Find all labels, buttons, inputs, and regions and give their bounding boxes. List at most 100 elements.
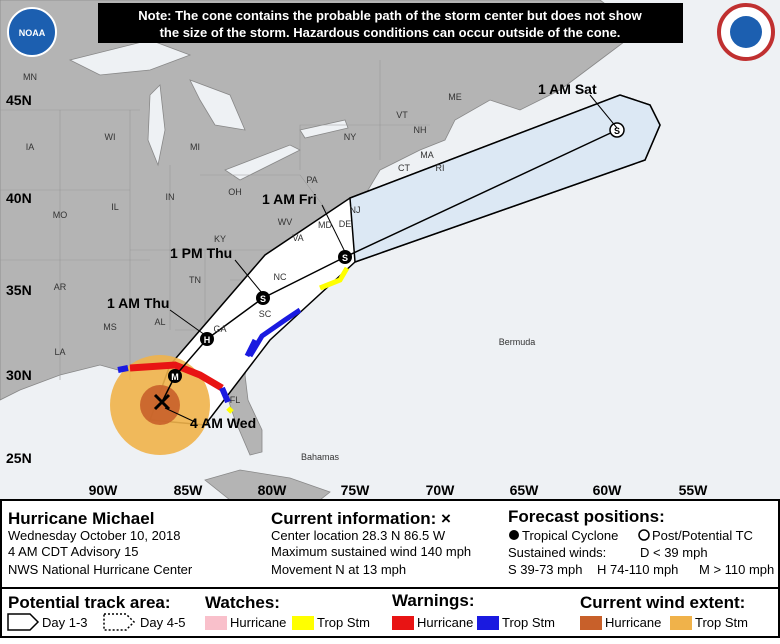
post-symbol	[638, 529, 650, 541]
note: the size of the storm. Hazardous conditi…	[160, 25, 621, 40]
trop-storm-warning	[117, 365, 231, 404]
state-label: MA	[420, 150, 434, 160]
state-label: WV	[278, 217, 293, 227]
wind-class: M > 110 mph	[699, 562, 774, 577]
state-label: IN	[166, 192, 175, 202]
lat-label: 25N	[6, 450, 32, 466]
lon-label: 75W	[341, 482, 371, 498]
leader	[234, 259, 263, 294]
leader	[321, 204, 346, 253]
warn-hurricane-swatch	[392, 616, 414, 630]
watch-ts-swatch	[292, 616, 314, 630]
lon-label: 70W	[426, 482, 456, 498]
state-label: WI	[105, 132, 116, 142]
tc-symbol	[509, 530, 519, 540]
track-title: Potential track area:	[8, 593, 171, 612]
lon-label: 65W	[510, 482, 540, 498]
point-label: S	[260, 294, 266, 304]
lon-label: 80W	[258, 482, 288, 498]
lon-label: 55W	[679, 482, 709, 498]
lat-label: 40N	[6, 190, 32, 206]
state-label: SC	[259, 309, 272, 319]
point-marker	[609, 122, 625, 138]
state-label: AL	[154, 317, 165, 327]
trop-storm-warning	[244, 307, 302, 358]
storm-advisory: 4 AM CDT Advisory 15	[8, 544, 139, 559]
wind-ts-swatch	[670, 616, 692, 630]
note-box	[98, 3, 683, 43]
day13: Day 1-3	[42, 615, 88, 630]
forecast-time: 4 AM Wed	[190, 415, 256, 431]
lat-label: 35N	[6, 282, 32, 298]
point-marker	[338, 250, 352, 264]
watch-ts: Trop Stm	[317, 615, 370, 630]
lat-label: 30N	[6, 367, 32, 383]
place-label: Bermuda	[499, 337, 536, 347]
trop-storm-watch	[226, 266, 350, 414]
noaa-logo	[7, 7, 57, 57]
forecast-title: Forecast positions:	[508, 507, 665, 526]
state-label: NH	[414, 125, 427, 135]
forecast-time: 1 AM Fri	[262, 191, 317, 207]
point-marker	[256, 291, 270, 305]
leader	[589, 94, 618, 129]
watch-hurricane: Hurricane	[230, 615, 286, 630]
wind-ts: Trop Stm	[695, 615, 748, 630]
point-label: M	[171, 372, 179, 382]
state-label: VT	[396, 110, 408, 120]
point-marker	[200, 332, 214, 346]
state-label: NC	[274, 272, 287, 282]
forecast-points: M H S S S	[153, 122, 625, 411]
state-label: DE	[339, 219, 352, 229]
day45: Day 4-5	[140, 615, 186, 630]
wind-title: Current wind extent:	[580, 593, 745, 612]
state-label: NJ	[350, 205, 361, 215]
wind-hurricane-swatch	[580, 616, 602, 630]
forecast-tc: Tropical Cyclone	[522, 528, 618, 543]
leader	[164, 407, 196, 423]
leader	[169, 309, 206, 336]
noaa-text: NOAA	[19, 28, 46, 38]
watches-title: Watches:	[205, 593, 280, 612]
lon-label: 90W	[89, 482, 119, 498]
state-label: MD	[318, 220, 332, 230]
storm-date: Wednesday October 10, 2018	[8, 528, 181, 543]
warn-ts: Trop Stm	[502, 615, 555, 630]
watch-hurricane-swatch	[205, 616, 227, 630]
warn-hurricane: Hurricane	[417, 615, 473, 630]
state-label: NY	[344, 132, 357, 142]
wind-class: H 74-110 mph	[597, 562, 678, 577]
state-label: GA	[213, 324, 226, 334]
state-label: KY	[214, 234, 226, 244]
state-label: TN	[189, 275, 201, 285]
state-label: OH	[228, 187, 242, 197]
forecast-time: 1 AM Sat	[538, 81, 597, 97]
note: Note: The cone contains the probable pat…	[138, 8, 642, 23]
great-lakes	[68, 39, 349, 181]
lon-label: 60W	[593, 482, 623, 498]
current-line: Movement N at 13 mph	[271, 562, 406, 577]
current-line: Center location 28.3 N 86.5 W	[271, 528, 446, 543]
warn-ts-swatch	[477, 616, 499, 630]
state-label: IL	[111, 202, 119, 212]
current-title: Current information: ×	[271, 509, 451, 528]
forecast-time: 1 PM Thu	[170, 245, 232, 261]
day13-symbol	[7, 613, 40, 631]
state-label: CT	[398, 163, 410, 173]
day45-symbol	[103, 613, 136, 631]
forecast-time: 1 AM Thu	[107, 295, 169, 311]
winds-title: Sustained winds:	[508, 545, 606, 560]
state-label: LA	[54, 347, 65, 357]
wind-class: S 39-73 mph	[508, 562, 582, 577]
lon-label: 85W	[174, 482, 204, 498]
hurricane-warning	[129, 361, 224, 392]
state-label: ME	[448, 92, 462, 102]
wind-class: D < 39 mph	[640, 545, 708, 560]
legend-box	[0, 499, 780, 638]
state-label: IA	[26, 142, 35, 152]
state-label: RI	[436, 163, 445, 173]
state-label: PA	[306, 175, 317, 185]
state-label: AR	[54, 282, 67, 292]
state-label: MN	[23, 72, 37, 82]
state-label: FL	[230, 395, 241, 405]
